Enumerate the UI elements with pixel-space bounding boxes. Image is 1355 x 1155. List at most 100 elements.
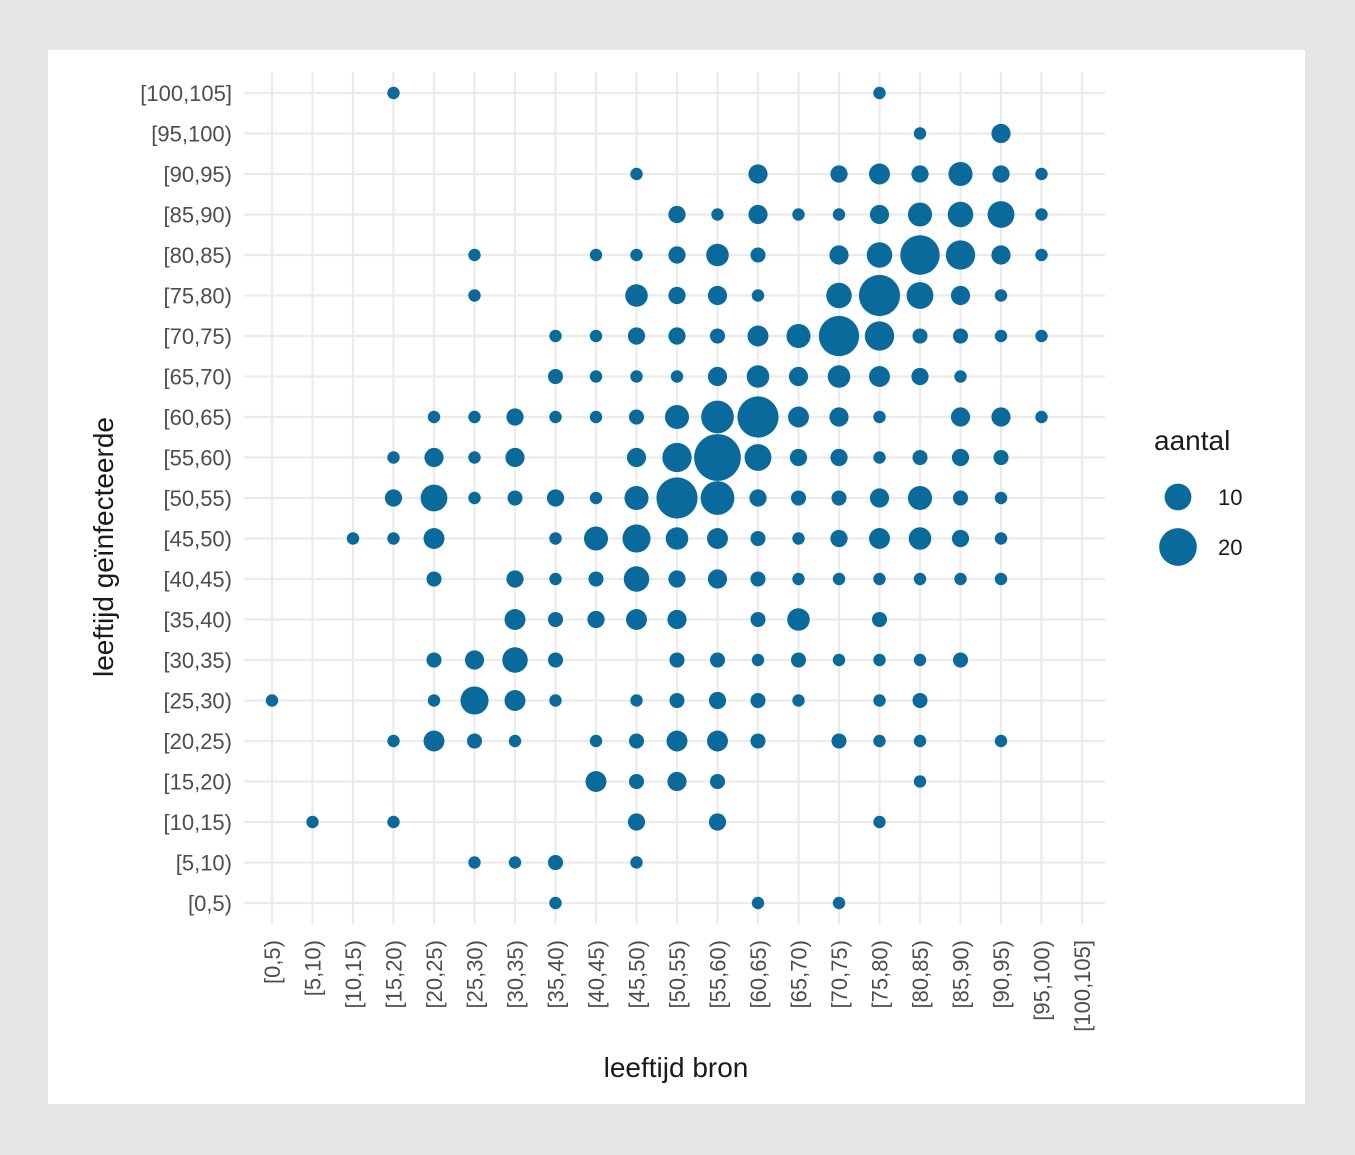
data-point <box>948 161 973 187</box>
data-point <box>549 532 562 545</box>
legend-key <box>1159 528 1197 566</box>
data-point <box>387 532 400 545</box>
data-point <box>508 856 522 869</box>
data-point <box>669 692 685 709</box>
data-point <box>751 289 765 302</box>
data-point <box>994 289 1008 302</box>
data-point <box>750 530 766 547</box>
data-point <box>711 208 724 221</box>
legend: aantal 10 20 <box>1154 425 1242 566</box>
data-point <box>913 572 927 586</box>
data-point <box>907 202 933 227</box>
x-tick-label: [100,105] <box>1070 940 1095 1032</box>
data-point <box>668 286 686 305</box>
y-tick-label: [95,100) <box>151 122 232 147</box>
x-tick-label: [95,100) <box>1030 940 1055 1021</box>
data-point <box>387 815 400 829</box>
data-point <box>789 448 808 467</box>
data-point <box>708 691 727 710</box>
data-point <box>665 527 689 550</box>
data-point <box>873 451 886 464</box>
data-point <box>707 366 728 387</box>
y-tick-label: [45,50) <box>164 527 233 552</box>
data-point <box>787 608 810 631</box>
data-point <box>423 730 445 752</box>
data-point <box>628 773 645 790</box>
data-point <box>994 532 1008 545</box>
data-point <box>427 410 441 424</box>
y-tick-label: [40,45) <box>164 567 233 592</box>
data-point <box>987 201 1015 228</box>
data-point <box>504 690 526 711</box>
data-point <box>666 730 688 752</box>
data-point <box>460 686 489 715</box>
data-point <box>547 611 564 628</box>
data-point <box>709 773 726 790</box>
data-point <box>871 611 888 628</box>
data-point <box>911 367 929 386</box>
data-point <box>585 771 607 792</box>
data-point <box>994 734 1008 748</box>
scatter-chart: [0,5) [5,10) [10,15) [15,20) [20,25) [25,30) [… <box>88 72 1242 1083</box>
y-tick-label: [85,90) <box>164 203 233 228</box>
data-point <box>952 490 969 506</box>
x-tick-label: [20,25) <box>422 940 447 1009</box>
data-point <box>1035 208 1048 221</box>
data-point <box>750 692 766 709</box>
data-point <box>707 528 728 549</box>
data-point <box>751 896 765 910</box>
data-point <box>1035 329 1048 343</box>
data-point <box>668 327 686 345</box>
data-point <box>668 570 686 588</box>
data-point <box>346 532 360 545</box>
x-tick-label: [70,75) <box>827 940 852 1009</box>
data-point <box>788 366 809 387</box>
x-tick-label: [45,50) <box>625 940 650 1009</box>
x-tick-label: [85,90) <box>949 940 974 1009</box>
data-point <box>830 165 848 183</box>
data-point <box>952 328 969 344</box>
data-point <box>832 208 846 221</box>
y-tick-label: [10,15) <box>164 810 233 835</box>
data-point <box>750 247 766 263</box>
data-point <box>709 652 726 668</box>
data-point <box>549 572 562 586</box>
data-point <box>468 451 481 464</box>
data-point <box>792 572 805 586</box>
data-point <box>622 524 651 553</box>
data-point <box>626 447 647 468</box>
data-point <box>750 611 766 628</box>
x-tick-label: [75,80) <box>868 940 893 1009</box>
y-tick-label: [35,40) <box>164 608 233 633</box>
data-point <box>913 775 927 788</box>
data-point <box>908 527 932 550</box>
data-point <box>706 243 729 267</box>
data-point <box>832 572 846 586</box>
data-point <box>827 365 851 388</box>
data-point <box>748 204 768 225</box>
data-point <box>991 245 1011 265</box>
data-point <box>911 165 929 183</box>
data-point <box>873 815 886 829</box>
data-point <box>954 370 967 383</box>
data-point <box>549 896 562 910</box>
data-point <box>589 248 603 262</box>
x-tick-label: [30,35) <box>503 940 528 1009</box>
data-point <box>993 449 1009 466</box>
data-point <box>427 694 441 707</box>
data-point <box>832 653 846 667</box>
legend-key <box>1164 483 1192 511</box>
data-point <box>627 813 646 831</box>
data-point <box>951 448 970 467</box>
data-point <box>694 434 741 481</box>
data-point <box>873 694 886 707</box>
data-point <box>831 490 847 506</box>
x-tick-label: [55,60) <box>706 940 731 1009</box>
data-point <box>832 896 846 910</box>
data-point <box>907 485 933 511</box>
data-point <box>869 488 890 508</box>
data-point <box>829 245 849 265</box>
data-point <box>873 410 886 424</box>
data-point <box>423 528 445 549</box>
data-point <box>831 733 847 749</box>
